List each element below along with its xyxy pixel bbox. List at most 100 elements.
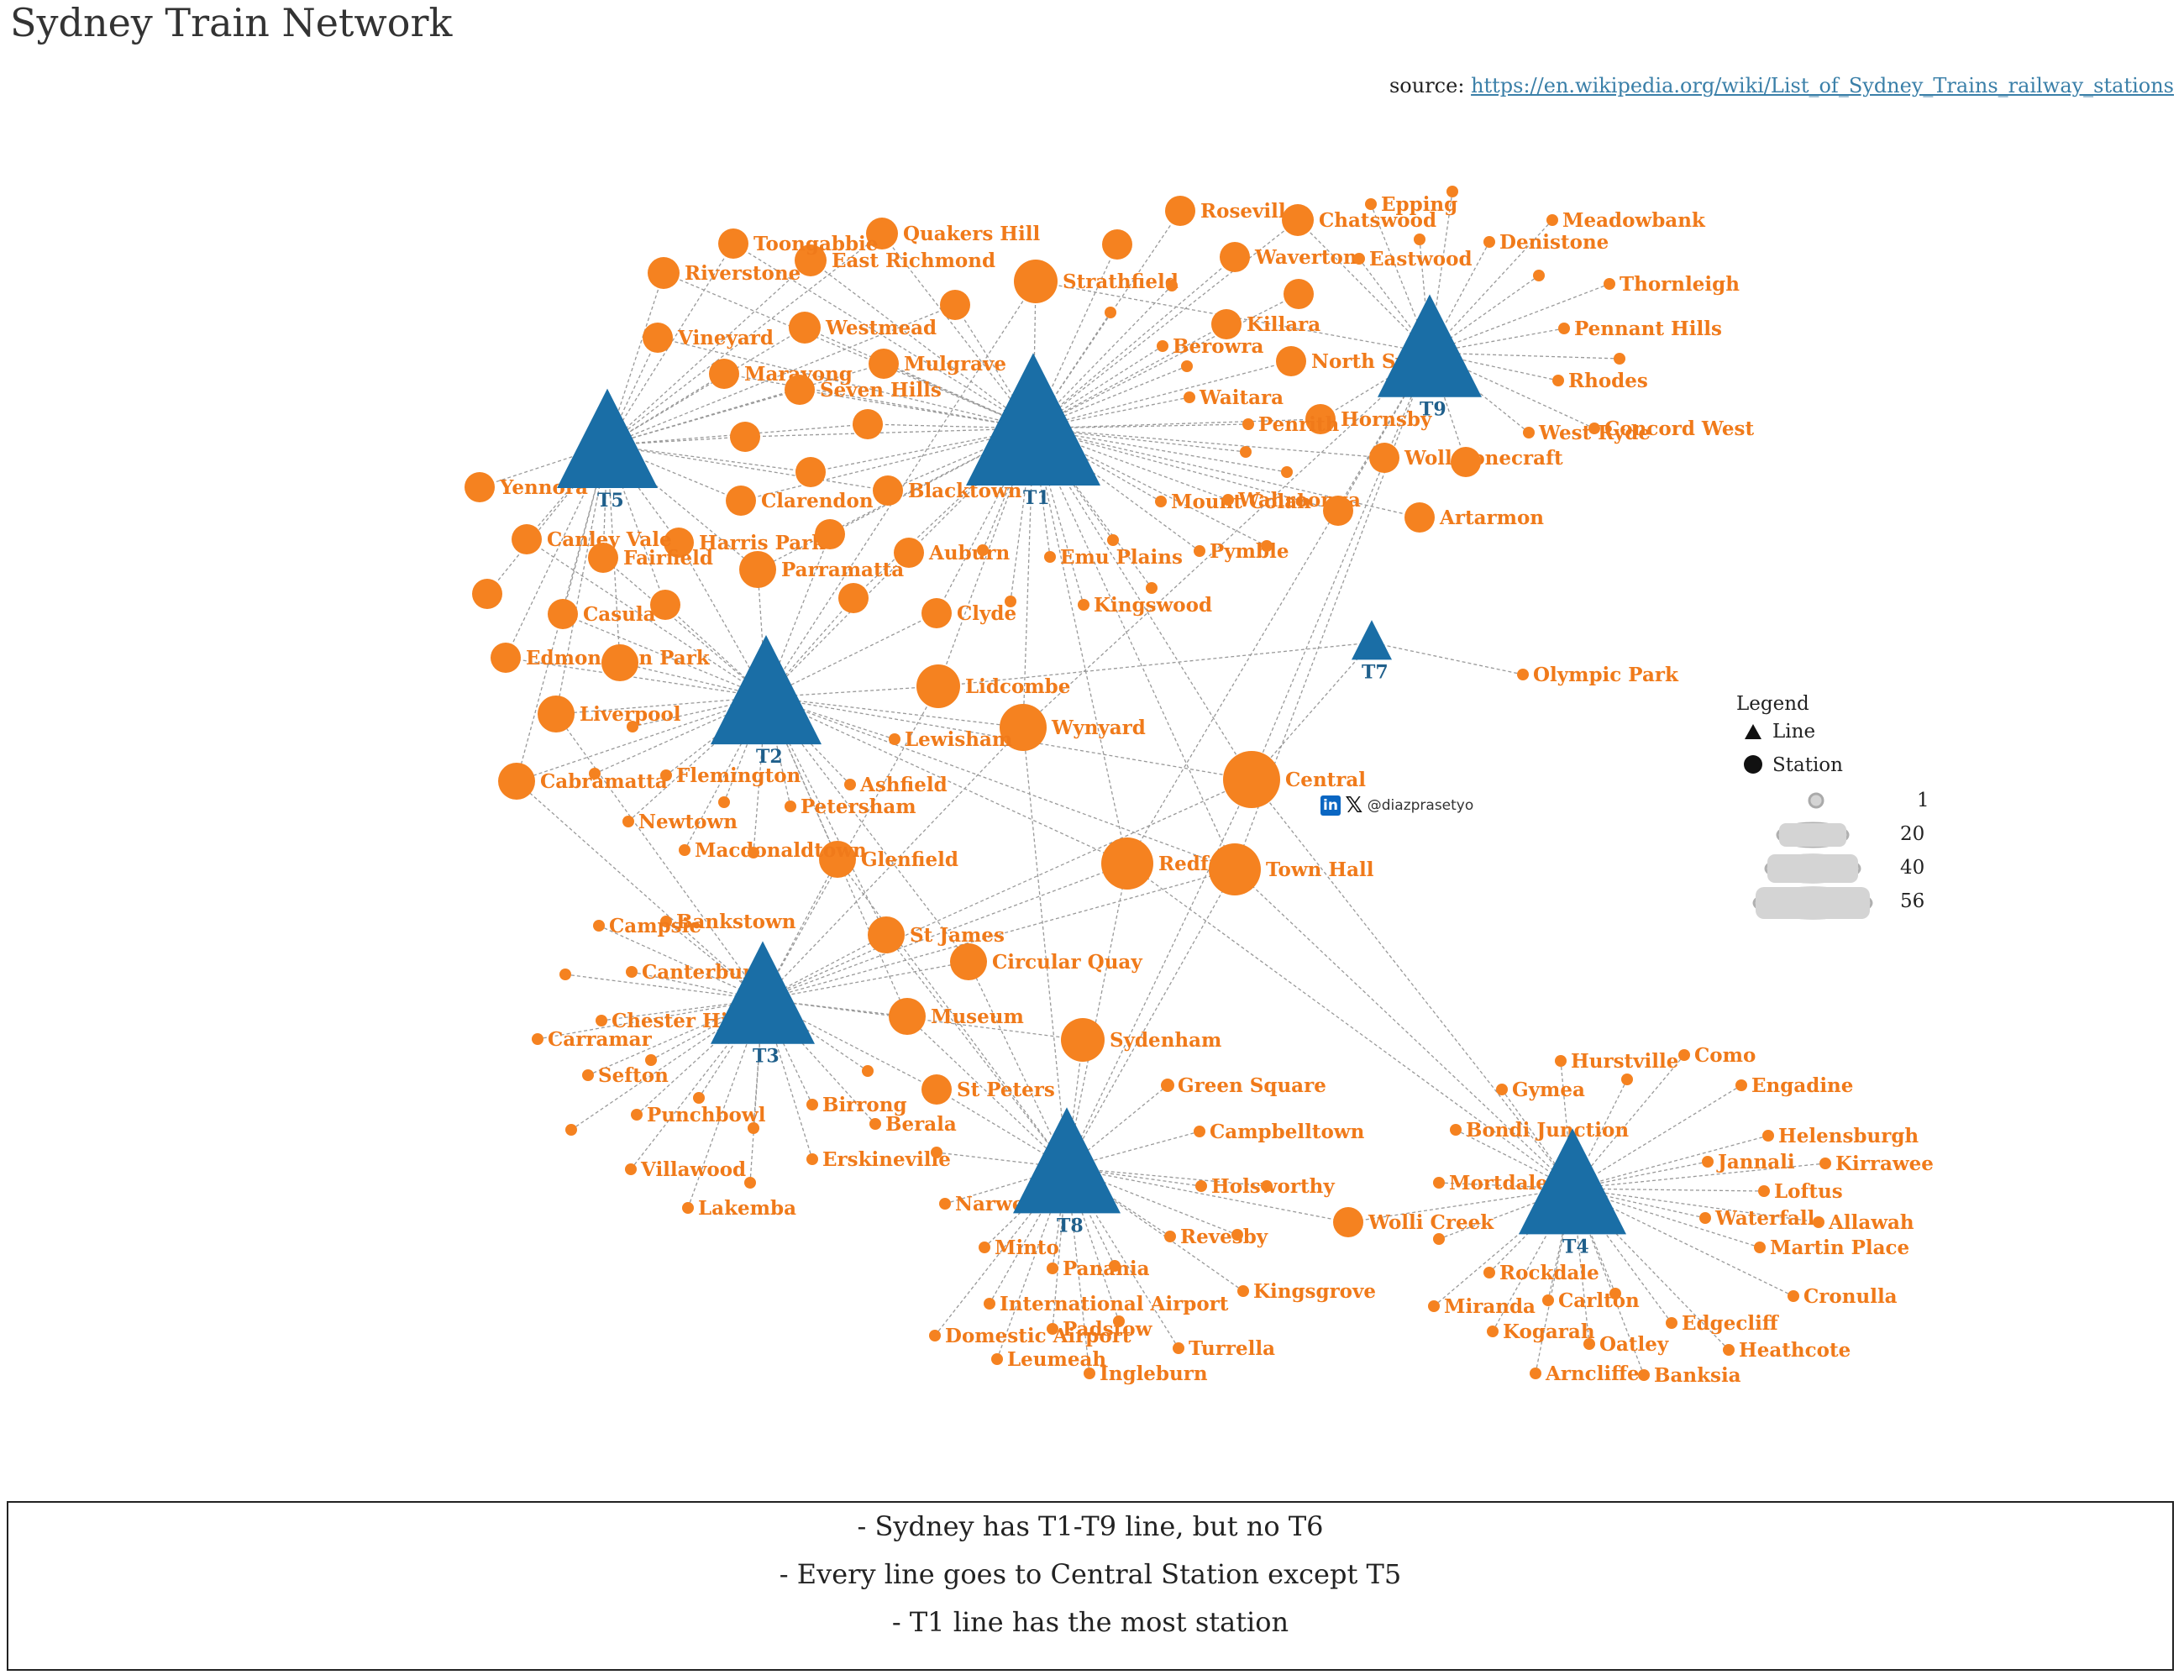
station-node-berala[interactable]	[869, 1118, 881, 1130]
station-node-unlabeled-2[interactable]	[1533, 270, 1545, 281]
station-node-chester-hill[interactable]	[596, 1015, 607, 1026]
station-node-auburn[interactable]	[894, 538, 924, 568]
station-node-thornleigh[interactable]	[1604, 278, 1615, 290]
station-node-kogarah[interactable]	[1487, 1326, 1499, 1337]
station-node-unlabeled-33[interactable]	[565, 1124, 577, 1136]
station-node-hurstville[interactable]	[1555, 1055, 1567, 1067]
station-node-birrong[interactable]	[806, 1099, 818, 1110]
station-node-unlabeled-8[interactable]	[940, 290, 970, 320]
station-node-unlabeled-7[interactable]	[1102, 229, 1132, 260]
station-node-clyde[interactable]	[921, 598, 952, 628]
station-node-unlabeled-41[interactable]	[1109, 1260, 1121, 1272]
station-node-strathfield[interactable]	[1014, 260, 1058, 303]
station-node-gymea[interactable]	[1496, 1084, 1508, 1095]
station-node-st-james[interactable]	[868, 916, 905, 953]
station-node-unlabeled-6[interactable]	[1284, 279, 1314, 309]
station-node-allawah[interactable]	[1813, 1216, 1824, 1228]
station-node-berowra[interactable]	[1157, 340, 1168, 352]
line-node-t1[interactable]	[966, 353, 1100, 486]
station-node-carramar[interactable]	[532, 1033, 543, 1045]
station-node-epping[interactable]	[1365, 198, 1377, 210]
station-node-helensburgh[interactable]	[1762, 1130, 1774, 1142]
station-node-riverstone[interactable]	[648, 257, 680, 289]
station-node-loftus[interactable]	[1758, 1185, 1770, 1197]
station-node-miranda[interactable]	[1428, 1300, 1440, 1312]
station-node-vineyard[interactable]	[643, 323, 673, 353]
station-node-unlabeled-23[interactable]	[1107, 534, 1119, 546]
station-node-chatswood[interactable]	[1282, 204, 1314, 236]
line-node-t2[interactable]	[711, 634, 822, 745]
station-node-blacktown[interactable]	[873, 475, 903, 506]
station-node-campsie[interactable]	[593, 920, 605, 932]
station-node-edgecliff[interactable]	[1666, 1317, 1677, 1329]
station-node-unlabeled-14[interactable]	[650, 590, 680, 620]
station-node-padstow[interactable]	[1047, 1323, 1058, 1335]
station-node-heathcote[interactable]	[1723, 1344, 1735, 1356]
station-node-wolli-creek[interactable]	[1333, 1207, 1363, 1237]
station-node-ashfield[interactable]	[844, 779, 856, 790]
station-node-lewisham[interactable]	[889, 733, 900, 745]
station-node-museum[interactable]	[889, 998, 926, 1035]
station-node-killara[interactable]	[1211, 309, 1242, 339]
station-node-carlton[interactable]	[1542, 1294, 1554, 1306]
station-node-unlabeled-11[interactable]	[795, 457, 826, 487]
line-node-t9[interactable]	[1378, 294, 1482, 397]
linkedin-icon[interactable]: in	[1320, 795, 1341, 816]
station-node-seven-hills[interactable]	[785, 375, 815, 405]
station-node-holsworthy[interactable]	[1195, 1180, 1207, 1192]
station-node-west-ryde[interactable]	[1523, 427, 1535, 438]
station-node-pymble[interactable]	[1194, 545, 1205, 557]
station-node-unlabeled-42[interactable]	[1113, 1315, 1125, 1327]
station-node-unlabeled-40[interactable]	[1231, 1229, 1243, 1241]
station-node-engadine[interactable]	[1735, 1079, 1747, 1091]
station-node-harris-park[interactable]	[664, 528, 694, 558]
line-node-t4[interactable]	[1519, 1128, 1626, 1235]
station-node-marayong[interactable]	[709, 359, 739, 389]
station-node-unlabeled-20[interactable]	[1240, 446, 1252, 458]
station-node-wahroonga[interactable]	[1222, 494, 1234, 506]
station-node-unlabeled-34[interactable]	[693, 1092, 705, 1104]
station-node-north-sydney[interactable]	[1276, 346, 1306, 376]
station-node-wollstonecraft[interactable]	[1369, 443, 1399, 473]
station-node-villawood[interactable]	[625, 1163, 637, 1175]
station-node-panania[interactable]	[1047, 1263, 1058, 1274]
station-node-yennora[interactable]	[465, 472, 495, 502]
station-node-punchbowl[interactable]	[631, 1109, 643, 1121]
station-node-parramatta[interactable]	[739, 551, 776, 588]
station-node-circular-quay[interactable]	[950, 943, 987, 980]
station-node-lakemba[interactable]	[682, 1202, 694, 1214]
station-node-jannali[interactable]	[1702, 1156, 1714, 1168]
station-node-casula[interactable]	[548, 599, 578, 629]
station-node-unlabeled-15[interactable]	[601, 644, 638, 681]
station-node-minto[interactable]	[979, 1242, 990, 1253]
station-node-canterbury[interactable]	[626, 966, 638, 978]
station-node-leumeah[interactable]	[991, 1353, 1003, 1365]
station-node-artarmon[interactable]	[1404, 502, 1435, 533]
station-node-olympic-park[interactable]	[1517, 669, 1529, 680]
station-node-flemington[interactable]	[660, 769, 672, 781]
station-node-arncliffe[interactable]	[1530, 1368, 1541, 1379]
station-node-redfern[interactable]	[1101, 837, 1153, 890]
station-node-lidcombe[interactable]	[916, 664, 960, 708]
station-node-unlabeled-25[interactable]	[1005, 596, 1016, 607]
line-node-t5[interactable]	[557, 388, 658, 488]
station-node-unlabeled-38[interactable]	[931, 1147, 942, 1158]
station-node-domestic-airport[interactable]	[929, 1330, 941, 1341]
station-node-east-richmond[interactable]	[795, 244, 827, 276]
station-node-unlabeled-16[interactable]	[472, 579, 502, 609]
station-node-unlabeled-36[interactable]	[744, 1177, 756, 1189]
station-node-st-peters[interactable]	[921, 1074, 952, 1105]
station-node-macdonaldtown[interactable]	[679, 844, 690, 856]
station-node-rhodes[interactable]	[1552, 375, 1564, 386]
station-node-town-hall[interactable]	[1209, 843, 1261, 895]
station-node-emu-plains[interactable]	[1044, 551, 1056, 563]
station-node-unlabeled-22[interactable]	[1261, 540, 1273, 552]
station-node-unlabeled-3[interactable]	[1614, 353, 1625, 365]
station-node-mortdale[interactable]	[1433, 1177, 1445, 1189]
station-node-fairfield[interactable]	[588, 543, 618, 573]
station-node-narwee[interactable]	[939, 1198, 951, 1210]
station-node-central[interactable]	[1223, 751, 1280, 808]
station-node-unlabeled-31[interactable]	[559, 969, 571, 980]
station-node-sefton[interactable]	[582, 1069, 594, 1081]
station-node-unlabeled-43[interactable]	[1621, 1074, 1633, 1085]
